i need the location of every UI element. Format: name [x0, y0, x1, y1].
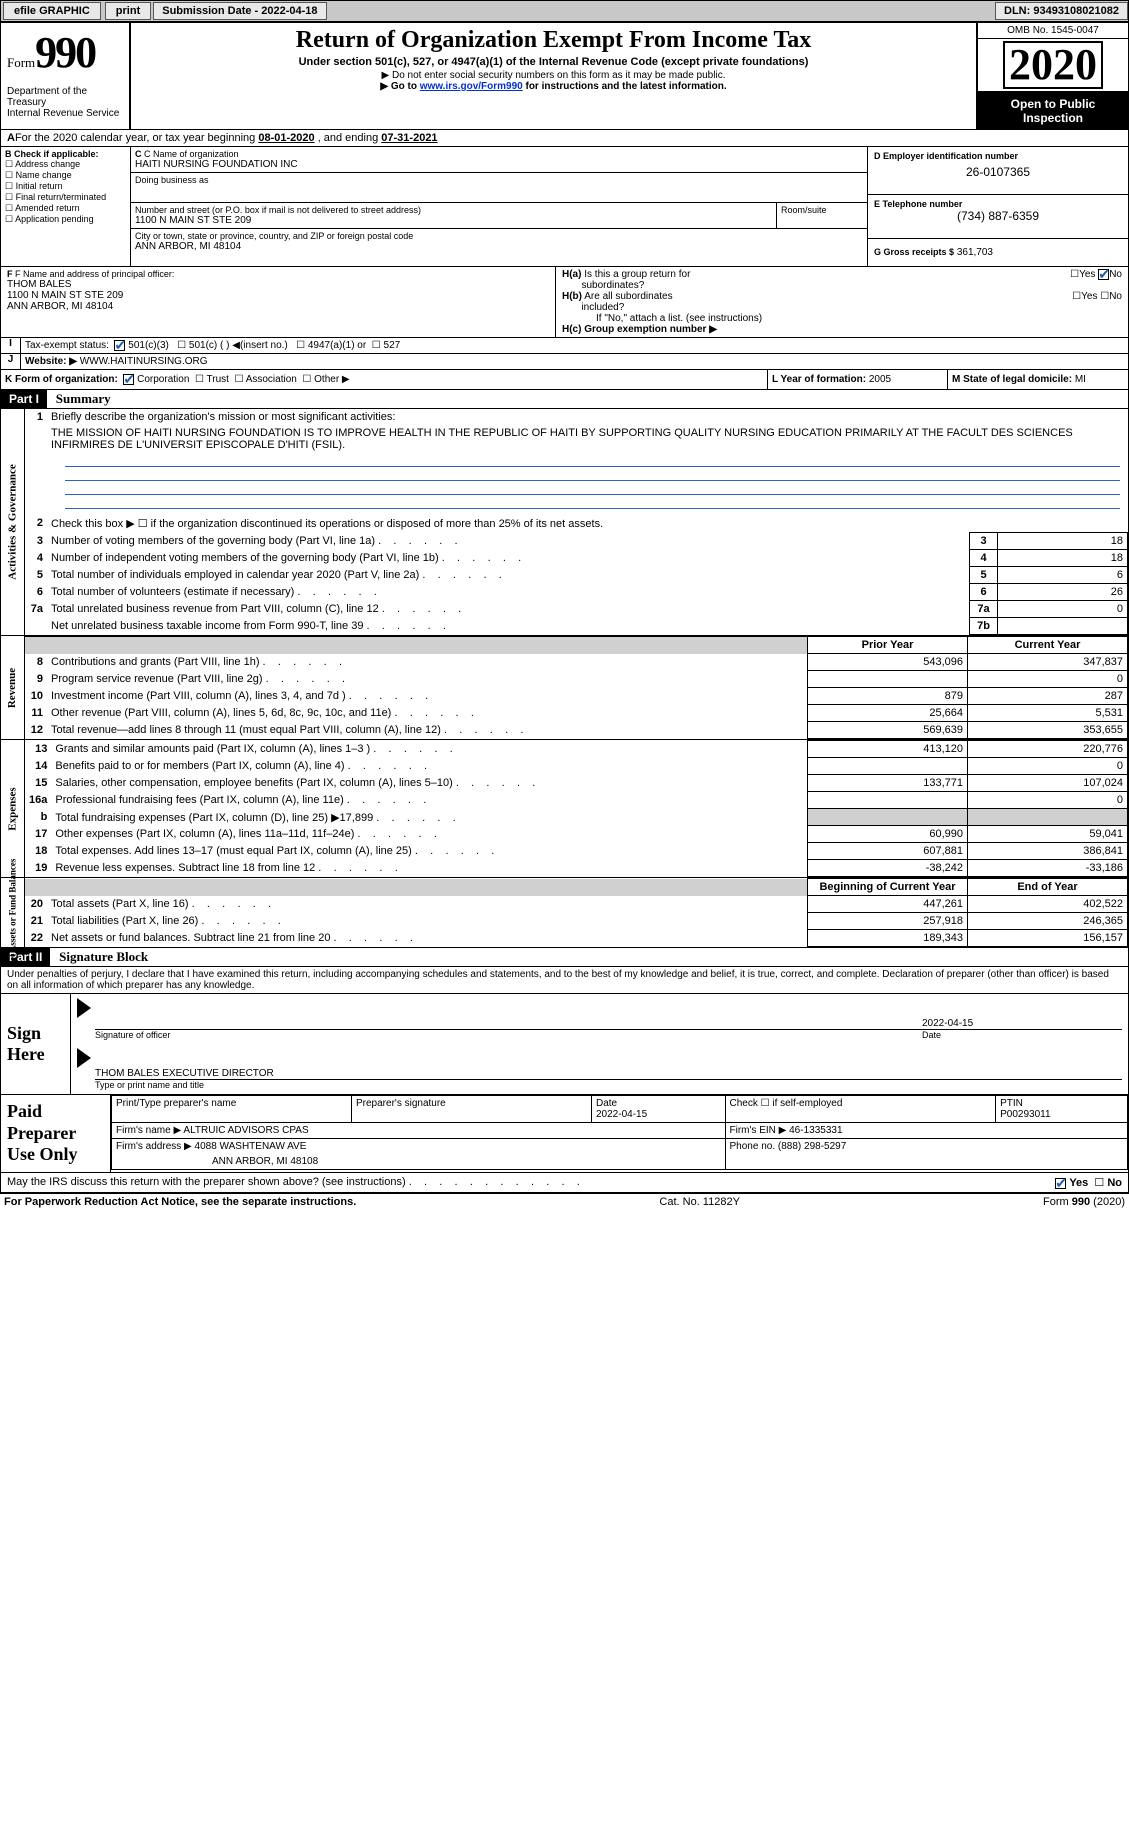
box-h: H(a) Is this a group return for subordin…: [556, 267, 1128, 337]
submission-date: Submission Date - 2022-04-18: [153, 2, 326, 20]
table-row: 19Revenue less expenses. Subtract line 1…: [25, 860, 1128, 877]
line-a: AFor the 2020 calendar year, or tax year…: [0, 130, 1129, 147]
governance-section: Activities & Governance 1Briefly describ…: [0, 409, 1129, 636]
part1-header: Part I Summary: [0, 390, 1129, 409]
table-row: 13Grants and similar amounts paid (Part …: [25, 741, 1128, 758]
netassets-section: Net Assets or Fund Balances Beginning of…: [0, 878, 1129, 948]
dept-label: Department of the Treasury Internal Reve…: [7, 86, 123, 119]
table-row: 8Contributions and grants (Part VIII, li…: [25, 654, 1128, 671]
part2-header: Part II Signature Block: [0, 948, 1129, 967]
table-row: 10Investment income (Part VIII, column (…: [25, 688, 1128, 705]
line-klm: K Form of organization: Corporation ☐ Tr…: [0, 370, 1129, 390]
org-city: ANN ARBOR, MI 48104: [135, 241, 863, 252]
org-info-block: B Check if applicable: ☐ Address change …: [0, 147, 1129, 267]
note-goto: ▶ Go to www.irs.gov/Form990 for instruct…: [141, 81, 966, 92]
officer-name: THOM BALES EXECUTIVE DIRECTOR: [95, 1068, 274, 1079]
arrow-icon: [77, 1048, 91, 1068]
line-j: J Website: ▶ WWW.HAITINURSING.ORG: [0, 354, 1129, 370]
table-row: 3Number of voting members of the governi…: [25, 533, 1128, 550]
penalties-text: Under penalties of perjury, I declare th…: [0, 967, 1129, 994]
omb-number: OMB No. 1545-0047: [978, 23, 1128, 39]
table-row: Net unrelated business taxable income fr…: [25, 618, 1128, 635]
table-row: bTotal fundraising expenses (Part IX, co…: [25, 809, 1128, 826]
officer-group-block: F F Name and address of principal office…: [0, 267, 1129, 338]
ha-no-checkbox[interactable]: [1098, 269, 1109, 280]
org-name: HAITI NURSING FOUNDATION INC: [135, 159, 863, 170]
dln-field: DLN: 93493108021082: [995, 2, 1128, 20]
table-row: 4Number of independent voting members of…: [25, 550, 1128, 567]
revenue-section: Revenue Prior Year Current Year 8Contrib…: [0, 636, 1129, 740]
table-row: 9Program service revenue (Part VIII, lin…: [25, 671, 1128, 688]
arrow-icon: [77, 998, 91, 1018]
table-row: 22Net assets or fund balances. Subtract …: [25, 930, 1128, 947]
sig-date: 2022-04-15: [922, 1018, 1122, 1029]
preparer-block: Paid Preparer Use Only Print/Type prepar…: [0, 1095, 1129, 1173]
form-header: Form990 Department of the Treasury Inter…: [0, 22, 1129, 130]
gross-receipts: 361,703: [957, 247, 993, 258]
open-to-public: Open to Public Inspection: [978, 93, 1128, 129]
phone-value: (734) 887-6359: [874, 209, 1122, 223]
table-row: 12Total revenue—add lines 8 through 11 (…: [25, 722, 1128, 739]
note-no-ssn: ▶ Do not enter social security numbers o…: [141, 70, 966, 81]
table-row: 15Salaries, other compensation, employee…: [25, 775, 1128, 792]
firm-ein: 46-1335331: [789, 1125, 842, 1136]
efile-button[interactable]: efile GRAPHIC: [3, 2, 101, 20]
sign-here-block: Sign Here 2022-04-15 Signature of office…: [0, 994, 1129, 1095]
top-toolbar: efile GRAPHIC print Submission Date - 20…: [0, 0, 1129, 22]
table-row: 7aTotal unrelated business revenue from …: [25, 601, 1128, 618]
table-row: 20Total assets (Part X, line 16)447,2614…: [25, 896, 1128, 913]
irs-link[interactable]: www.irs.gov/Form990: [420, 81, 523, 92]
sidebar-gov: Activities & Governance: [7, 465, 19, 580]
website-link[interactable]: WWW.HAITINURSING.ORG: [80, 356, 208, 367]
box-b: B Check if applicable: ☐ Address change …: [1, 147, 131, 266]
line-i: I Tax-exempt status: 501(c)(3) ☐ 501(c) …: [0, 338, 1129, 354]
sidebar-rev: Revenue: [7, 668, 19, 708]
table-row: 17Other expenses (Part IX, column (A), l…: [25, 826, 1128, 843]
form-number: Form990: [7, 27, 123, 78]
501c3-checkbox[interactable]: [114, 340, 125, 351]
org-address: 1100 N MAIN ST STE 209: [135, 215, 772, 226]
sidebar-net: Net Assets or Fund Balances: [8, 858, 18, 967]
ptin: P00293011: [1000, 1109, 1050, 1120]
ein-value: 26-0107365: [874, 165, 1122, 179]
table-row: 5Total number of individuals employed in…: [25, 567, 1128, 584]
corp-checkbox[interactable]: [123, 374, 134, 385]
table-row: 16aProfessional fundraising fees (Part I…: [25, 792, 1128, 809]
box-c: C C Name of organization HAITI NURSING F…: [131, 147, 868, 266]
page-footer: For Paperwork Reduction Act Notice, see …: [0, 1193, 1129, 1210]
discuss-yes-checkbox[interactable]: [1055, 1178, 1066, 1189]
table-row: 6Total number of volunteers (estimate if…: [25, 584, 1128, 601]
table-row: 21Total liabilities (Part X, line 26)257…: [25, 913, 1128, 930]
expenses-section: Expenses 13Grants and similar amounts pa…: [0, 740, 1129, 878]
table-row: 14Benefits paid to or for members (Part …: [25, 758, 1128, 775]
box-d-e-g: D Employer identification number 26-0107…: [868, 147, 1128, 266]
table-row: 18Total expenses. Add lines 13–17 (must …: [25, 843, 1128, 860]
discuss-line: May the IRS discuss this return with the…: [0, 1173, 1129, 1193]
tax-year: 2020: [978, 39, 1128, 93]
table-row: 11Other revenue (Part VIII, column (A), …: [25, 705, 1128, 722]
firm-phone: (888) 298-5297: [778, 1141, 846, 1152]
sidebar-exp: Expenses: [7, 787, 19, 830]
form-subtitle: Under section 501(c), 527, or 4947(a)(1)…: [141, 56, 966, 68]
form-title: Return of Organization Exempt From Incom…: [141, 27, 966, 54]
firm-name: ALTRUIC ADVISORS CPAS: [183, 1125, 308, 1136]
print-button[interactable]: print: [105, 2, 151, 20]
box-f: F F Name and address of principal office…: [1, 267, 556, 337]
mission-text: THE MISSION OF HAITI NURSING FOUNDATION …: [47, 425, 1128, 453]
